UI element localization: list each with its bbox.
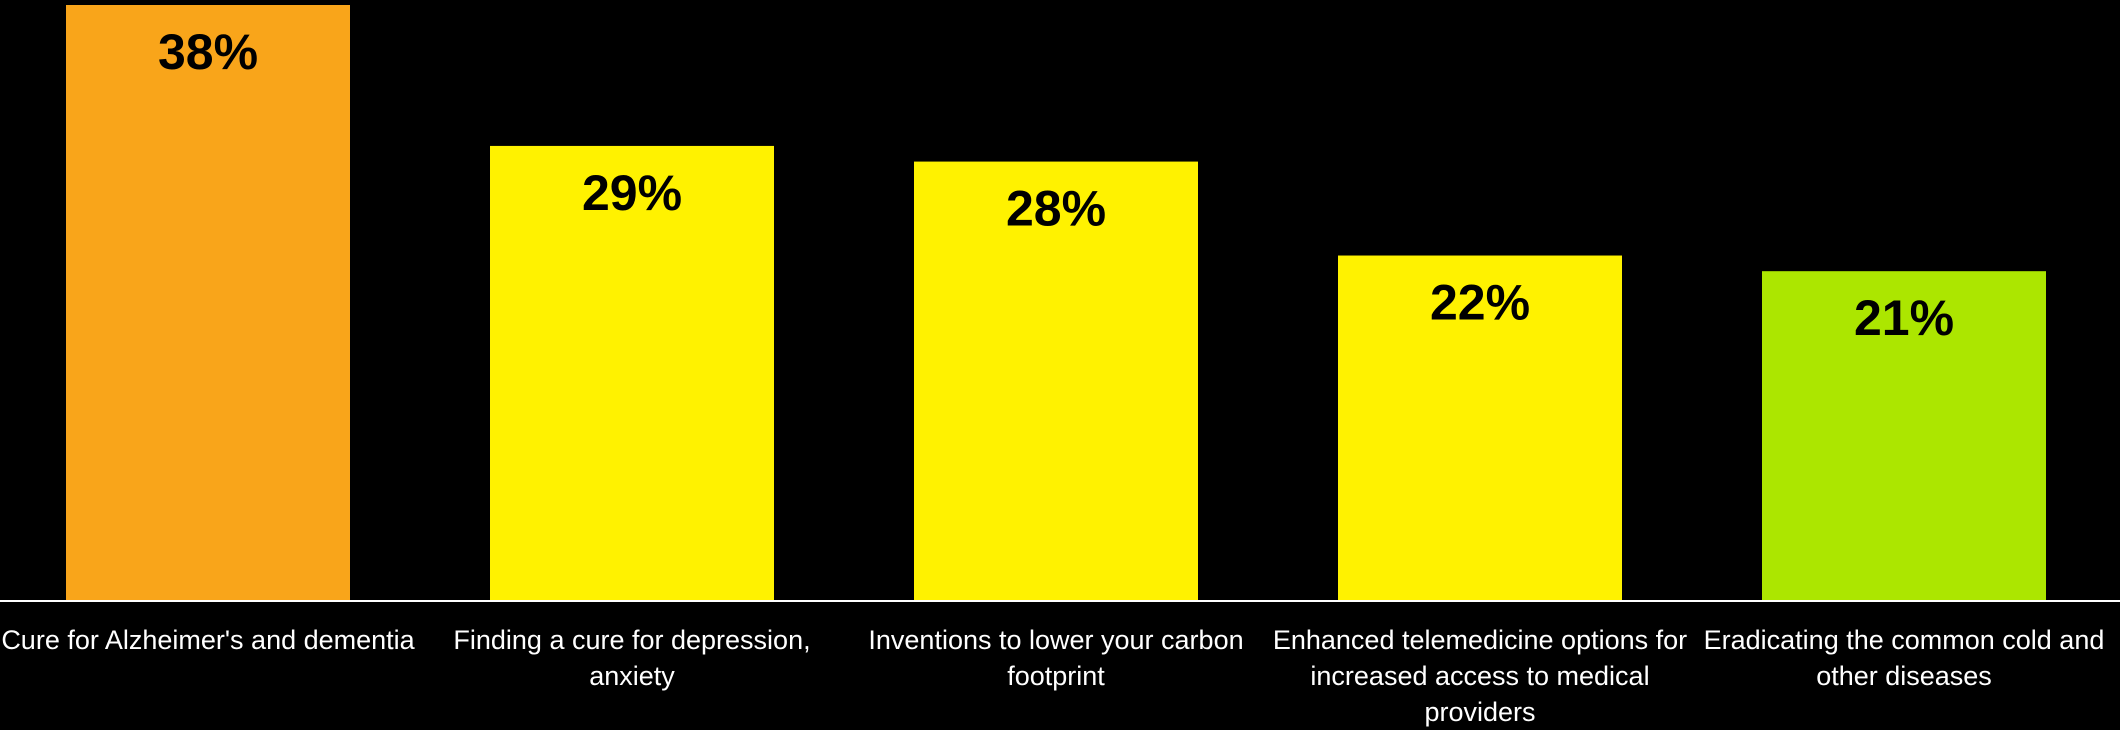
bar-3 [914, 161, 1198, 600]
data-label-4: 22% [1430, 275, 1530, 331]
category-label-2: Finding a cure for depression, anxiety [453, 625, 811, 691]
bar-4 [1338, 255, 1622, 601]
bar-2 [490, 145, 774, 600]
data-label-5: 21% [1854, 290, 1954, 346]
category-label-3: Inventions to lower your carbon footprin… [868, 625, 1244, 691]
category-label-1: Cure for Alzheimer's and dementia [1, 625, 415, 655]
data-label-2: 29% [582, 165, 682, 221]
category-label-5: Eradicating the common cold and other di… [1703, 625, 2105, 691]
data-label-1: 38% [158, 24, 258, 80]
bar-1 [66, 5, 350, 600]
bars-group [66, 5, 2046, 601]
data-label-3: 28% [1006, 181, 1106, 237]
bar-5 [1762, 271, 2046, 600]
value-labels-group: 38% 29% 28% 22% 21% [158, 24, 1954, 346]
category-label-4: Enhanced telemedicine options for increa… [1272, 625, 1688, 727]
